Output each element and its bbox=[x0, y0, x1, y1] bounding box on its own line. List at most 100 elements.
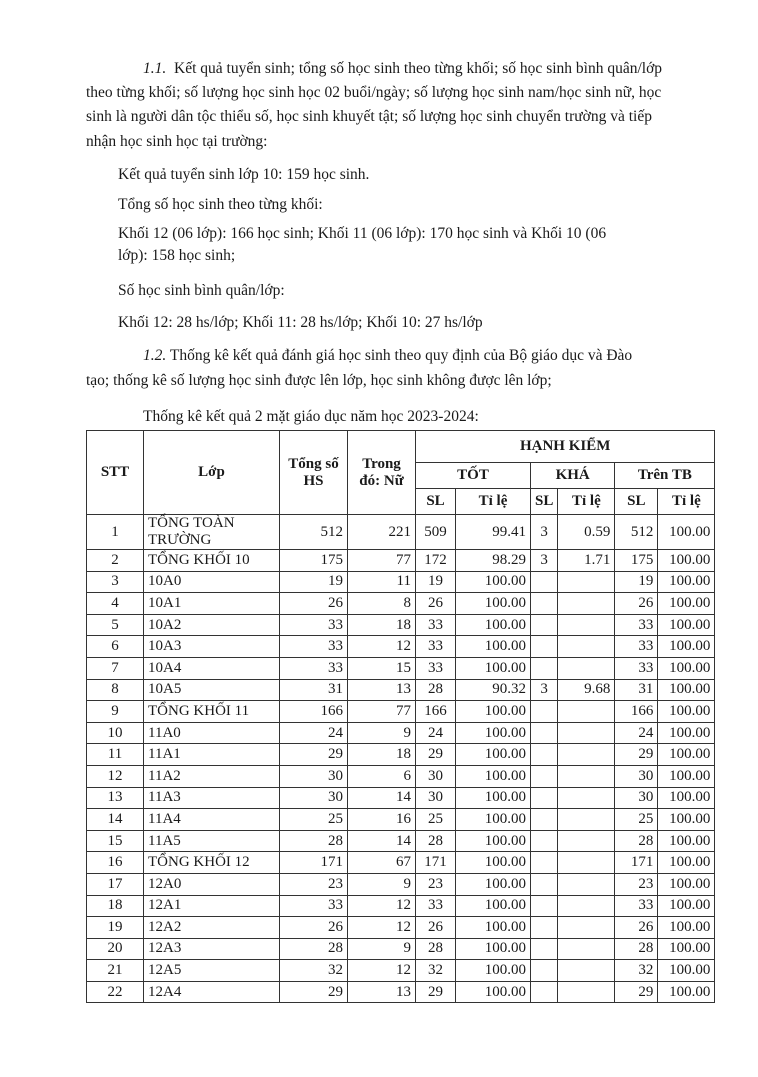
cell-good-rate: 100.00 bbox=[455, 700, 531, 723]
cell-good-rate: 100.00 bbox=[455, 721, 531, 745]
total-by-grade-line: Khối 12 (06 lớp): 166 học sinh; Khối 11 … bbox=[118, 225, 607, 242]
cell-above-avg-rate: 100.00 bbox=[657, 635, 716, 658]
cell-class-name: 12A0 bbox=[143, 872, 280, 896]
cell-fair-count: 3 bbox=[529, 678, 559, 702]
cell-fair-count bbox=[529, 743, 559, 766]
cell-good-rate: 100.00 bbox=[455, 808, 531, 831]
table-intro: Thống kê kết quả 2 mặt giáo dục năm học … bbox=[143, 408, 479, 425]
cell-total-students: 26 bbox=[279, 916, 348, 939]
cell-female-count: 12 bbox=[347, 635, 416, 658]
cell-good-rate: 90.32 bbox=[455, 678, 531, 702]
cell-good-count: 33 bbox=[415, 656, 456, 680]
cell-stt: 17 bbox=[86, 872, 144, 896]
table-row: 21 12A5 32 12 32 100.00 32 100.00 bbox=[86, 959, 716, 982]
cell-fair-count bbox=[529, 613, 559, 637]
cell-fair-rate bbox=[557, 872, 616, 896]
cell-class-name: 11A4 bbox=[143, 808, 280, 831]
cell-class-name: 12A4 bbox=[143, 980, 280, 1004]
cell-fair-rate bbox=[557, 743, 616, 766]
table-row: 4 10A1 26 8 26 100.00 26 100.00 bbox=[86, 592, 716, 615]
cell-above-avg-rate: 100.00 bbox=[657, 700, 716, 723]
cell-total-students: 29 bbox=[279, 980, 348, 1004]
cell-above-avg-rate: 100.00 bbox=[657, 786, 716, 810]
cell-above-avg-rate: 100.00 bbox=[657, 570, 716, 594]
cell-good-count: 19 bbox=[415, 570, 456, 594]
cell-good-count: 171 bbox=[415, 851, 456, 874]
paragraph-line: theo từng khối; số lượng học sinh học 02… bbox=[86, 84, 662, 101]
cell-female-count: 11 bbox=[347, 570, 416, 594]
cell-good-count: 172 bbox=[415, 549, 456, 572]
cell-fair-rate bbox=[557, 851, 616, 874]
cell-good-rate: 100.00 bbox=[455, 656, 531, 680]
cell-good-count: 28 bbox=[415, 937, 456, 961]
header-sl: SL bbox=[529, 488, 559, 515]
cell-female-count: 15 bbox=[347, 656, 416, 680]
cell-above-avg-count: 25 bbox=[614, 808, 659, 831]
cell-above-avg-count: 26 bbox=[614, 916, 659, 939]
table-row: 11 11A1 29 18 29 100.00 29 100.00 bbox=[86, 743, 716, 766]
cell-fair-count bbox=[529, 829, 559, 853]
cell-stt: 21 bbox=[86, 959, 144, 982]
cell-above-avg-rate: 100.00 bbox=[657, 721, 716, 745]
cell-above-avg-rate: 100.00 bbox=[657, 656, 716, 680]
cell-above-avg-rate: 100.00 bbox=[657, 514, 716, 550]
cell-good-count: 28 bbox=[415, 678, 456, 702]
cell-fair-count bbox=[529, 872, 559, 896]
header-ti-le: Tỉ lệ bbox=[557, 488, 616, 515]
cell-stt: 13 bbox=[86, 786, 144, 810]
header-kha: KHÁ bbox=[529, 462, 616, 489]
cell-above-avg-rate: 100.00 bbox=[657, 549, 716, 572]
cell-good-count: 30 bbox=[415, 786, 456, 810]
cell-class-name: 10A3 bbox=[143, 635, 280, 658]
enrollment-result: Kết quả tuyển sinh lớp 10: 159 học sinh. bbox=[118, 166, 370, 183]
cell-fair-rate: 1.71 bbox=[557, 549, 616, 572]
cell-above-avg-rate: 100.00 bbox=[657, 743, 716, 766]
cell-fair-count bbox=[529, 656, 559, 680]
cell-fair-rate bbox=[557, 829, 616, 853]
cell-stt: 5 bbox=[86, 613, 144, 637]
table-row: 13 11A3 30 14 30 100.00 30 100.00 bbox=[86, 786, 716, 810]
section-1-2-line-1: 1.2. Thống kê kết quả đánh giá học sinh … bbox=[143, 347, 632, 365]
cell-class-name: 10A1 bbox=[143, 592, 280, 615]
table-row: 5 10A2 33 18 33 100.00 33 100.00 bbox=[86, 613, 716, 637]
cell-total-students: 24 bbox=[279, 721, 348, 745]
cell-good-rate: 100.00 bbox=[455, 980, 531, 1004]
cell-female-count: 77 bbox=[347, 549, 416, 572]
cell-fair-count: 3 bbox=[529, 549, 559, 572]
cell-female-count: 14 bbox=[347, 829, 416, 853]
cell-fair-rate bbox=[557, 656, 616, 680]
cell-fair-count bbox=[529, 959, 559, 982]
cell-fair-rate bbox=[557, 635, 616, 658]
cell-class-name: 11A0 bbox=[143, 721, 280, 745]
table-row: 12 11A2 30 6 30 100.00 30 100.00 bbox=[86, 764, 716, 788]
header-trong-do-nu: Trong đó: Nữ bbox=[347, 430, 416, 515]
cell-female-count: 14 bbox=[347, 786, 416, 810]
cell-total-students: 26 bbox=[279, 592, 348, 615]
cell-total-students: 25 bbox=[279, 808, 348, 831]
cell-fair-rate bbox=[557, 700, 616, 723]
cell-above-avg-count: 23 bbox=[614, 872, 659, 896]
cell-class-name: 10A4 bbox=[143, 656, 280, 680]
cell-above-avg-count: 28 bbox=[614, 829, 659, 853]
cell-good-rate: 99.41 bbox=[455, 514, 531, 550]
cell-good-count: 166 bbox=[415, 700, 456, 723]
cell-total-students: 23 bbox=[279, 872, 348, 896]
paragraph-text: Kết quả tuyển sinh; tổng số học sinh the… bbox=[174, 60, 663, 77]
cell-stt: 10 bbox=[86, 721, 144, 745]
cell-stt: 7 bbox=[86, 656, 144, 680]
cell-above-avg-count: 26 bbox=[614, 592, 659, 615]
cell-good-count: 33 bbox=[415, 613, 456, 637]
cell-above-avg-count: 29 bbox=[614, 743, 659, 766]
cell-female-count: 9 bbox=[347, 937, 416, 961]
cell-stt: 4 bbox=[86, 592, 144, 615]
cell-above-avg-rate: 100.00 bbox=[657, 808, 716, 831]
cell-above-avg-count: 175 bbox=[614, 549, 659, 572]
table-row: 22 12A4 29 13 29 100.00 29 100.00 bbox=[86, 980, 716, 1004]
cell-total-students: 29 bbox=[279, 743, 348, 766]
header-ti-le: Tỉ lệ bbox=[657, 488, 716, 515]
table-row: 15 11A5 28 14 28 100.00 28 100.00 bbox=[86, 829, 716, 853]
cell-class-name: TỔNG KHỐI 10 bbox=[143, 549, 280, 572]
cell-stt: 3 bbox=[86, 570, 144, 594]
cell-stt: 15 bbox=[86, 829, 144, 853]
cell-total-students: 32 bbox=[279, 959, 348, 982]
